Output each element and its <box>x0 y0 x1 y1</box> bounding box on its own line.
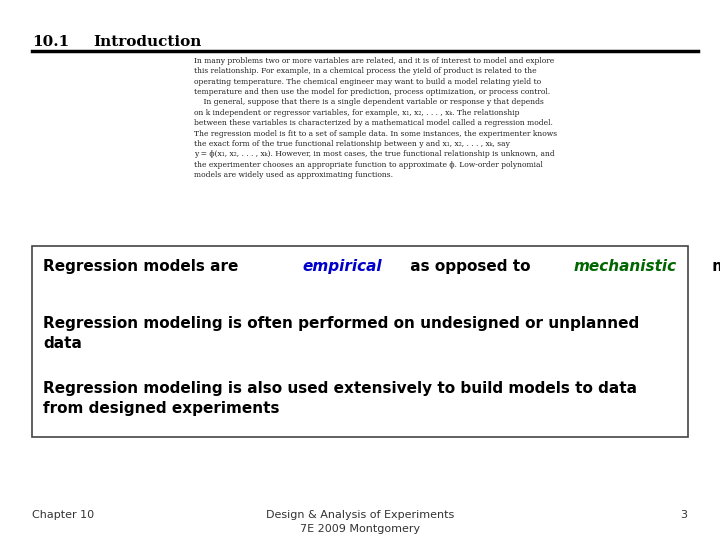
Text: In many problems two or more variables are related, and it is of interest to mod: In many problems two or more variables a… <box>194 57 557 179</box>
Text: empirical: empirical <box>302 259 382 274</box>
Text: Regression modeling is often performed on undesigned or unplanned
data: Regression modeling is often performed o… <box>43 316 639 350</box>
Text: Design & Analysis of Experiments
7E 2009 Montgomery: Design & Analysis of Experiments 7E 2009… <box>266 510 454 534</box>
Text: Regression models are: Regression models are <box>43 259 244 274</box>
Text: Introduction: Introduction <box>94 35 202 49</box>
Text: as opposed to: as opposed to <box>405 259 536 274</box>
FancyBboxPatch shape <box>32 246 688 437</box>
Text: 3: 3 <box>680 510 688 521</box>
Text: mechanistic: mechanistic <box>574 259 677 274</box>
Text: models: models <box>706 259 720 274</box>
Text: Regression modeling is also used extensively to build models to data
from design: Regression modeling is also used extensi… <box>43 381 637 415</box>
Text: 10.1: 10.1 <box>32 35 70 49</box>
Text: Chapter 10: Chapter 10 <box>32 510 94 521</box>
